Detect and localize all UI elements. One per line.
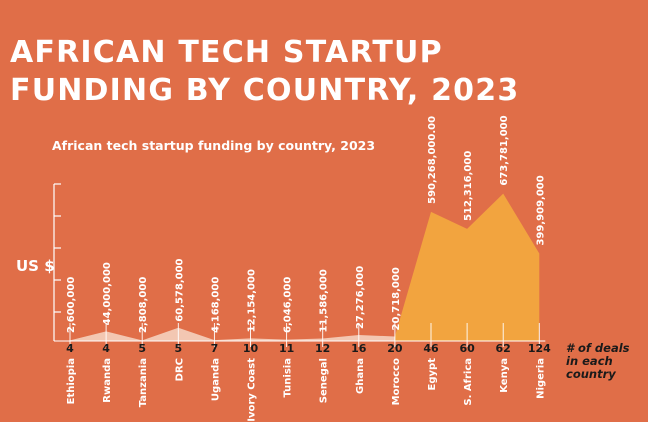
area-large-countries	[394, 193, 540, 341]
value-label: 590,268,000.00	[427, 116, 438, 204]
country-label: Ivory Coast	[247, 358, 258, 422]
y-axis	[53, 183, 61, 341]
deal-count-label: 5	[174, 342, 182, 355]
country-label: Senegal	[319, 358, 330, 403]
country-label: Rwanda	[102, 358, 113, 403]
deal-count-label: 4	[102, 342, 110, 355]
value-label: 44,000,000	[102, 262, 113, 325]
value-label: 11,586,000	[319, 269, 330, 332]
value-label: 512,316,000	[463, 151, 474, 221]
deal-count-label: 46	[423, 342, 439, 355]
page-title: AFRICAN TECH STARTUP FUNDING BY COUNTRY,…	[10, 35, 520, 108]
deal-count-label: 16	[351, 342, 367, 355]
deal-count-label: 124	[528, 342, 551, 355]
deal-count-label: 62	[496, 342, 511, 355]
area-series	[70, 193, 540, 341]
deal-count-label: 11	[279, 342, 294, 355]
country-label: Ghana	[355, 358, 366, 394]
country-label: DRC	[174, 358, 185, 381]
country-label: S. Africa	[463, 358, 474, 406]
deal-count-label: 20	[387, 342, 403, 355]
country-label: Egypt	[427, 358, 438, 391]
deal-count-label: 10	[243, 342, 259, 355]
deals-note-line: in each	[566, 354, 613, 368]
chart-title: African tech startup funding by country,…	[52, 138, 376, 153]
deals-axis-note: # of deals in each country	[566, 341, 630, 381]
country-label: Tanzania	[138, 358, 149, 407]
value-label: 4,168,000	[210, 277, 221, 333]
country-label: Kenya	[499, 358, 510, 393]
y-axis-label: US $	[16, 257, 55, 275]
country-label: Uganda	[210, 358, 221, 401]
deal-count-label: 60	[459, 342, 475, 355]
value-label: 6,046,000	[283, 277, 294, 333]
deal-count-label: 4	[66, 342, 74, 355]
value-label: 2,808,000	[138, 277, 149, 333]
value-label: 2,600,000	[66, 277, 77, 333]
value-label: 399,909,000	[535, 175, 546, 245]
category-dividers	[54, 323, 546, 347]
value-label: 60,578,000	[174, 258, 185, 321]
deals-note-line: country	[566, 367, 616, 381]
country-labels: Ethiopia Rwanda Tanzania DRC Uganda Ivory Coa…	[66, 358, 546, 422]
country-label: Nigeria	[535, 358, 546, 399]
country-label: Tunisia	[283, 358, 294, 398]
deals-note-line: # of deals	[566, 341, 630, 355]
deal-count-label: 12	[315, 342, 330, 355]
deal-count-labels: 4 4 5 5 7 10 11 12 16 20 46 60 62 124	[66, 342, 551, 355]
deal-count-label: 7	[211, 342, 219, 355]
area-small-countries	[70, 327, 395, 341]
value-label: 27,276,000	[355, 266, 366, 329]
value-label: 12,154,000	[247, 269, 258, 332]
country-label: Ethiopia	[66, 358, 77, 404]
infographic-card: AFRICAN TECH STARTUP FUNDING BY COUNTRY,…	[0, 0, 648, 422]
deal-count-label: 5	[138, 342, 146, 355]
value-label: 673,781,000	[499, 115, 510, 185]
value-labels: 2,600,000 44,000,000 2,808,000 60,578,000 4,…	[66, 115, 546, 333]
country-label: Morocco	[391, 358, 402, 405]
funding-area-chart: US $ # of deals in each country 4 4 5 5 7 10 11 1…	[16, 115, 630, 422]
value-label: 20,718,000	[391, 267, 402, 330]
